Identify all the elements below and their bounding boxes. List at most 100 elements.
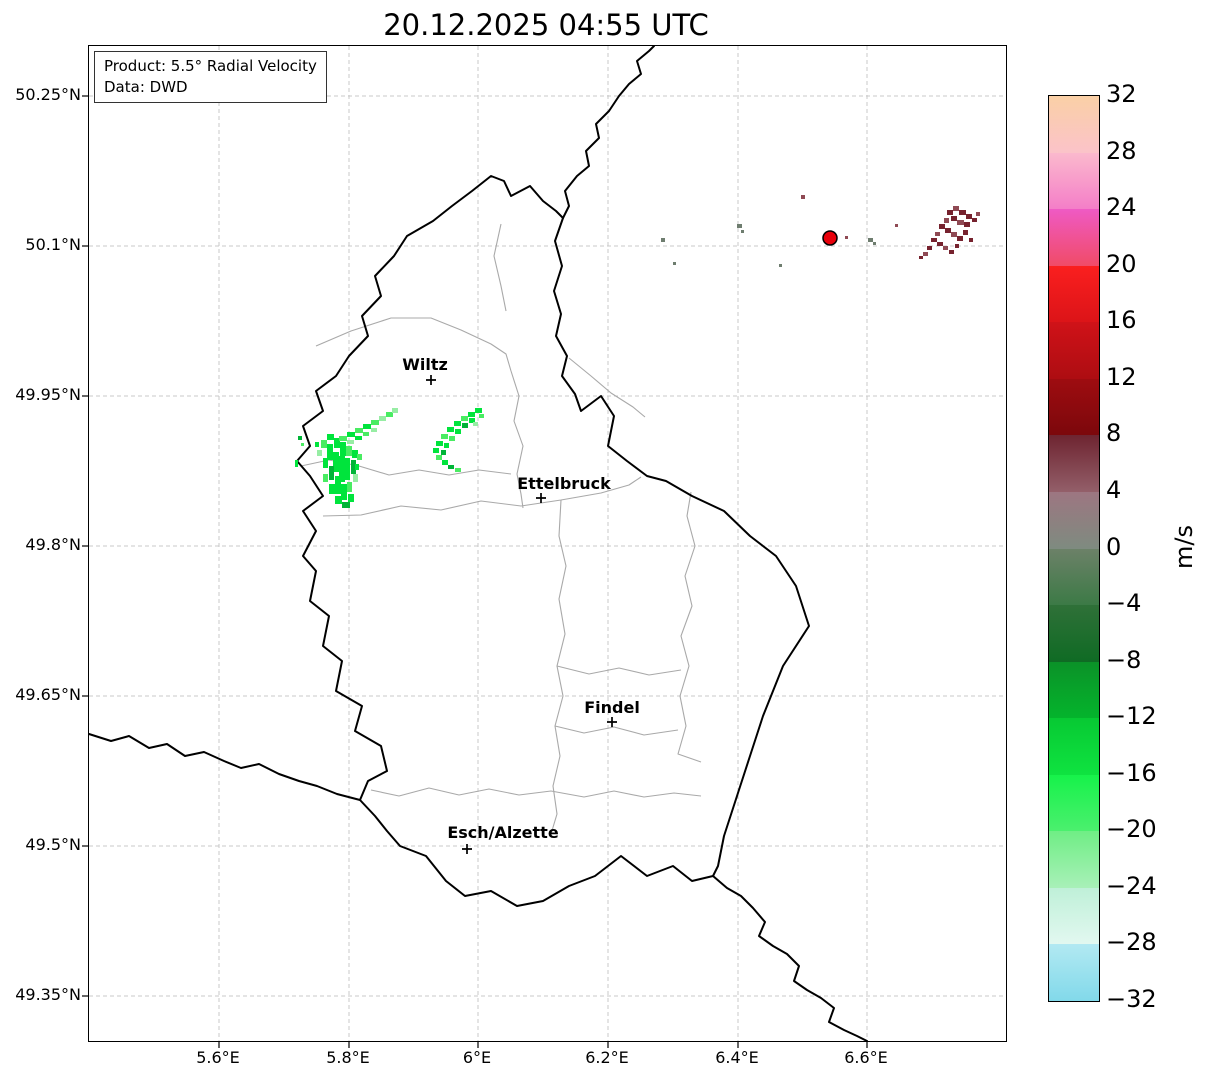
colorbar-segment [1049, 718, 1099, 775]
colorbar-segment [1049, 378, 1099, 436]
country-border [296, 175, 810, 907]
colorbar-tick-label: 16 [1106, 306, 1137, 335]
radar-echo-cell [949, 250, 954, 254]
colorbar-tick-label: 24 [1106, 193, 1137, 222]
radar-echo-cell [436, 455, 442, 460]
radar-echo-cell [449, 436, 455, 441]
radar-echo-cell [895, 224, 898, 227]
radar-echo-cell [335, 496, 342, 504]
radar-echo-cell [355, 428, 363, 433]
colorbar-segment [1049, 209, 1099, 266]
radar-echo-cell [448, 465, 454, 469]
radar-echo-cell [966, 214, 972, 219]
radar-echo-cell [348, 494, 354, 502]
colorbar-segment [1049, 322, 1099, 379]
radar-echo-cell [919, 256, 923, 259]
radar-echo-cell [461, 416, 468, 421]
radar-echo-cell [779, 264, 782, 267]
colorbar-tick-label: 0 [1106, 532, 1122, 561]
radar-echo-cell [323, 474, 328, 482]
radar-echo-cell [363, 424, 371, 429]
colorbar-segment [1049, 96, 1099, 153]
radar-echo-cell [327, 444, 333, 460]
legend-product-line: Product: 5.5° Radial Velocity [104, 57, 317, 75]
radar-echo-cell [969, 238, 973, 242]
radar-echo-cell [355, 464, 359, 470]
city-label: Esch/Alzette [447, 823, 559, 842]
district-border [550, 499, 567, 835]
radar-echo-cell [845, 236, 848, 239]
colorbar-tick-label: 4 [1106, 475, 1122, 504]
y-tick-label: 49.8°N [25, 535, 81, 554]
radar-echo-cell [346, 446, 352, 456]
radar-echo-cell [347, 432, 355, 437]
colorbar-segment [1049, 831, 1099, 888]
radar-echo-cell [454, 421, 461, 426]
radar-echo-cell [801, 195, 805, 199]
colorbar-tick-label: −8 [1106, 645, 1142, 674]
radar-echo-cell [947, 210, 953, 215]
district-border [556, 665, 682, 676]
district-border [510, 370, 524, 509]
radar-echo-cell [479, 414, 484, 418]
radar-echo-cell [315, 442, 319, 447]
radar-echo-cell [976, 212, 980, 216]
colorbar-tick-label: −32 [1106, 985, 1157, 1013]
radar-echo-cell [371, 420, 379, 425]
city-marker [426, 375, 436, 385]
radar-echo-cell [455, 429, 461, 434]
radar-echo-cell [347, 482, 352, 492]
x-tick-label: 5.6°E [196, 1048, 240, 1067]
city-marker [607, 717, 617, 727]
radar-echo-cell [339, 436, 347, 441]
city-label: Findel [584, 698, 640, 717]
radar-echo-cell [329, 466, 334, 480]
radar-echo-cell [475, 408, 482, 413]
colorbar-tick-label: 12 [1106, 362, 1137, 391]
radar-echo-cell [386, 412, 393, 417]
colorbar-tick-label: −28 [1106, 928, 1157, 957]
radar-echo-cell [868, 238, 873, 242]
radar-echo-cell [353, 474, 358, 482]
colorbar-segment [1049, 605, 1099, 662]
radar-echo-cell [301, 443, 304, 446]
country-border [562, 45, 655, 219]
colorbar-unit-label: m/s [1170, 525, 1198, 569]
radar-echo-cell [363, 432, 369, 436]
colorbar-tick-label: 28 [1106, 136, 1137, 165]
radar-echo-cell [355, 436, 362, 440]
district-border [677, 491, 702, 763]
city-label: Wiltz [402, 355, 448, 374]
colorbar-segment [1049, 944, 1099, 1001]
radar-echo-cell [447, 427, 454, 432]
radar-echo-cell [323, 458, 328, 468]
x-tick-label: 6°E [462, 1048, 492, 1067]
y-tick-label: 50.1°N [25, 235, 81, 254]
radar-echo-cell [939, 224, 945, 229]
colorbar [1048, 95, 1100, 1002]
radar-echo-cell [329, 484, 335, 494]
radar-echo-cell [341, 484, 347, 500]
radar-echo-cell [943, 246, 948, 250]
radar-echo-cell [955, 244, 959, 248]
radar-echo-cell [335, 476, 341, 494]
district-border [322, 476, 642, 517]
district-border [568, 357, 646, 418]
radar-echo-cell [351, 460, 356, 474]
colorbar-tick-label: −20 [1106, 815, 1157, 844]
radar-echo-cell [957, 220, 964, 225]
country-border [88, 733, 361, 801]
country-border [712, 875, 868, 1042]
radar-echo-cell [379, 416, 386, 421]
colorbar-tick-label: −4 [1106, 589, 1142, 618]
radar-echo-cell [433, 448, 439, 453]
colorbar-segment [1049, 774, 1099, 832]
radar-echo-cell [327, 434, 334, 440]
y-tick-label: 49.5°N [25, 835, 81, 854]
x-tick-label: 6.6°E [844, 1048, 888, 1067]
radar-echo-cell [937, 242, 943, 246]
radar-echo-cell [957, 236, 963, 241]
city-marker [536, 493, 546, 503]
radar-echo-cell [392, 408, 398, 413]
